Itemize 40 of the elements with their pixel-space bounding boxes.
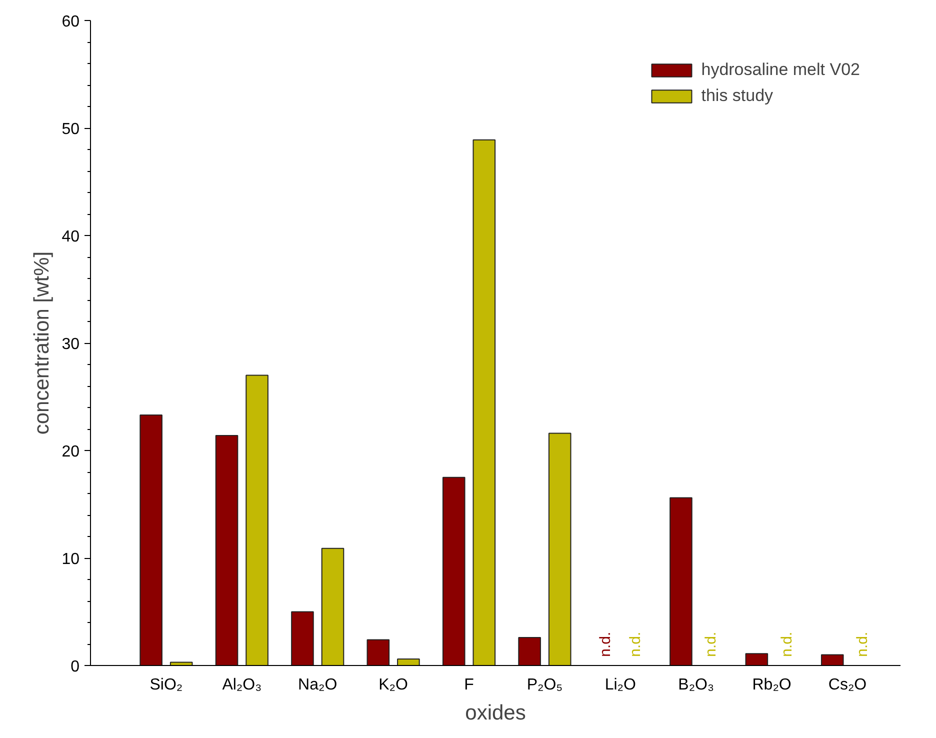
bar [321, 548, 344, 666]
bar [397, 658, 420, 666]
x-tick-label: Cs₂O [828, 676, 867, 694]
bar [670, 497, 692, 666]
bar [366, 639, 390, 666]
legend-label: hydrosaline melt V02 [701, 60, 860, 80]
text: n.d. [627, 632, 644, 657]
bar [745, 653, 768, 666]
y-tick-label: 40 [62, 228, 80, 246]
x-tick-label: Al₂O₃ [222, 676, 262, 694]
x-tick-label: B₂O₃ [678, 676, 714, 694]
y-tick-label: 20 [62, 444, 80, 460]
bar [548, 432, 572, 666]
text: n.d. [596, 632, 614, 657]
text: n.d. [702, 632, 720, 657]
bar [518, 637, 541, 666]
x-tick-label: SiO₂ [150, 676, 183, 694]
y-tick-label: 50 [62, 121, 80, 138]
y-tick-label: 10 [62, 551, 80, 568]
y-tick-label: 0 [70, 658, 80, 676]
y-tick-label: 30 [62, 336, 80, 353]
x-tick-label: F [464, 676, 474, 694]
text: n.d. [854, 632, 872, 657]
x-tick-label: Na₂O [298, 676, 338, 694]
bar [291, 611, 314, 666]
text: n.d. [778, 632, 796, 657]
bar [442, 476, 466, 666]
y-tick-label: 60 [62, 14, 80, 30]
bar [140, 414, 162, 666]
bar [215, 434, 238, 666]
x-axis-title: oxides [465, 702, 526, 724]
legend-label: this study [701, 86, 774, 106]
bar [246, 374, 268, 666]
x-tick-label: Rb₂O [752, 676, 792, 694]
x-tick-label: Li₂O [604, 676, 636, 694]
bar [820, 654, 844, 666]
x-tick-label: P₂O₅ [526, 676, 563, 694]
y-axis-title: concentration [wt%] [30, 251, 54, 435]
x-tick-label: K₂O [378, 676, 408, 694]
bar [472, 139, 496, 666]
